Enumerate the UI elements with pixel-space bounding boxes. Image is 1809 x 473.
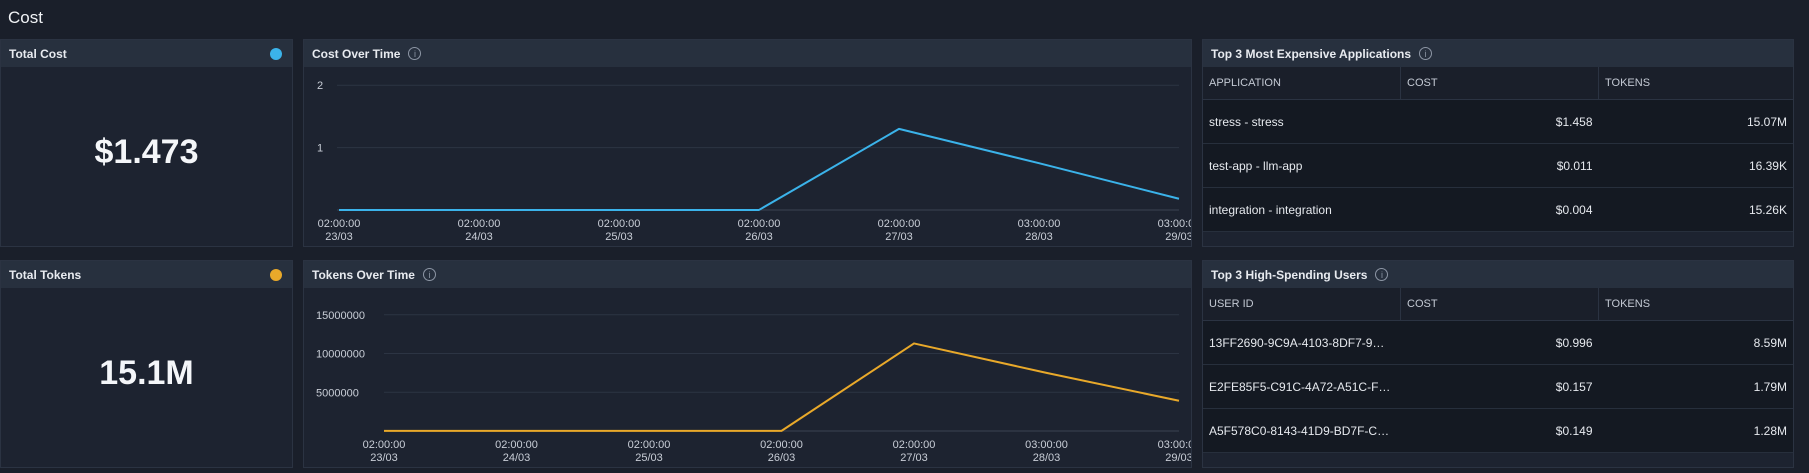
total-cost-title: Total Cost: [9, 46, 67, 61]
top-apps-title: Top 3 Most Expensive Applications: [1211, 46, 1412, 61]
x-tick-label: 02:00:00: [458, 218, 501, 230]
tokens-over-time-title: Tokens Over Time: [312, 267, 415, 282]
x-tick-label: 02:00:00: [628, 439, 671, 451]
x-tick-label: 27/03: [900, 452, 928, 464]
page-title: Cost: [8, 8, 43, 27]
x-tick-label: 03:00:00: [1025, 439, 1068, 451]
column-header-user-id[interactable]: USER ID: [1203, 288, 1401, 321]
x-tick-label: 23/03: [325, 231, 353, 243]
top-apps-table: APPLICATION COST TOKENS stress - stress …: [1203, 67, 1793, 232]
cost-legend-dot-icon: [270, 47, 282, 60]
table-row[interactable]: test-app - llm-app $0.011 16.39K: [1203, 143, 1793, 188]
user-tokens-cell: 8.59M: [1598, 320, 1793, 365]
user-id-cell: A5F578C0-8143-41D9-BD7F-C…: [1203, 408, 1401, 453]
x-tick-label: 03:00:00: [1018, 218, 1061, 230]
cost-over-time-panel: Cost Over Time i 1 2 02:00:00 23/03 02:00:00…: [303, 39, 1192, 247]
x-tick-label: 28/03: [1025, 231, 1053, 243]
top-users-title: Top 3 High-Spending Users: [1211, 267, 1368, 282]
user-cost-cell: $0.996: [1400, 320, 1599, 365]
top-users-table: USER ID COST TOKENS 13FF2690-9C9A-4103-8…: [1203, 288, 1793, 453]
table-row[interactable]: integration - integration $0.004 15.26K: [1203, 187, 1793, 232]
total-tokens-panel: Total Tokens 15.1M: [0, 260, 293, 468]
total-cost-value: $1.473: [94, 133, 199, 171]
y-tick-label: 2: [317, 80, 323, 92]
user-cost-cell: $0.157: [1400, 364, 1599, 409]
app-tokens-cell: 15.26K: [1598, 187, 1793, 232]
series-line: [384, 342, 1180, 432]
x-tick-label: 03:00:00: [1158, 439, 1191, 451]
y-tick-label: 5000000: [316, 387, 359, 399]
user-cost-cell: $0.149: [1400, 408, 1599, 453]
x-tick-label: 24/03: [465, 231, 493, 243]
x-tick-label: 25/03: [635, 452, 663, 464]
column-header-cost[interactable]: COST: [1400, 67, 1599, 100]
app-tokens-cell: 15.07M: [1598, 99, 1793, 144]
tokens-over-time-chart: 5000000100000001500000002:00:0023/0302:0…: [316, 310, 1191, 464]
column-header-application[interactable]: APPLICATION: [1203, 67, 1401, 100]
series-line: [339, 127, 1180, 211]
x-tick-label: 26/03: [745, 231, 773, 243]
x-tick-label: 29/03: [1165, 231, 1191, 243]
app-cost-cell: $1.458: [1400, 99, 1599, 144]
x-tick-label: 26/03: [768, 452, 796, 464]
column-header-tokens[interactable]: TOKENS: [1598, 288, 1793, 321]
info-icon[interactable]: i: [408, 47, 422, 60]
user-tokens-cell: 1.79M: [1598, 364, 1793, 409]
x-tick-label: 27/03: [885, 231, 913, 243]
app-tokens-cell: 16.39K: [1598, 143, 1793, 188]
app-cost-cell: $0.011: [1400, 143, 1599, 188]
column-header-tokens[interactable]: TOKENS: [1598, 67, 1793, 100]
column-header-cost[interactable]: COST: [1400, 288, 1599, 321]
y-tick-label: 15000000: [316, 310, 365, 322]
x-tick-label: 03:00:00: [1158, 218, 1191, 230]
table-row[interactable]: stress - stress $1.458 15.07M: [1203, 99, 1793, 144]
x-tick-label: 02:00:00: [318, 218, 361, 230]
x-tick-label: 02:00:00: [738, 218, 781, 230]
info-icon[interactable]: i: [1375, 268, 1389, 281]
user-id-cell: E2FE85F5-C91C-4A72-A51C-F…: [1203, 364, 1401, 409]
user-tokens-cell: 1.28M: [1598, 408, 1793, 453]
top-users-panel: Top 3 High-Spending Users i USER ID COST…: [1202, 260, 1794, 468]
tokens-over-time-panel: Tokens Over Time i 5000000 10000000 150000…: [303, 260, 1192, 468]
user-id-cell: 13FF2690-9C9A-4103-8DF7-9…: [1203, 320, 1401, 365]
x-tick-label: 02:00:00: [760, 439, 803, 451]
x-tick-label: 29/03: [1165, 452, 1191, 464]
app-name-cell: integration - integration: [1203, 187, 1401, 232]
top-apps-panel: Top 3 Most Expensive Applications i APPL…: [1202, 39, 1794, 247]
x-tick-label: 02:00:00: [363, 439, 406, 451]
tokens-legend-dot-icon: [270, 268, 282, 281]
table-row[interactable]: E2FE85F5-C91C-4A72-A51C-F… $0.157 1.79M: [1203, 364, 1793, 409]
x-tick-label: 02:00:00: [878, 218, 921, 230]
x-tick-label: 02:00:00: [495, 439, 538, 451]
app-cost-cell: $0.004: [1400, 187, 1599, 232]
x-tick-label: 02:00:00: [893, 439, 936, 451]
cost-over-time-chart: 1202:00:0023/0302:00:0024/0302:00:0025/0…: [317, 80, 1191, 243]
y-tick-label: 10000000: [316, 349, 365, 361]
x-tick-label: 24/03: [503, 452, 531, 464]
x-tick-label: 25/03: [605, 231, 633, 243]
info-icon[interactable]: i: [422, 268, 436, 281]
total-cost-panel: Total Cost $1.473: [0, 39, 293, 247]
table-row[interactable]: 13FF2690-9C9A-4103-8DF7-9… $0.996 8.59M: [1203, 320, 1793, 365]
cost-over-time-title: Cost Over Time: [312, 46, 401, 61]
total-tokens-title: Total Tokens: [9, 267, 82, 282]
x-tick-label: 23/03: [370, 452, 398, 464]
total-tokens-value: 15.1M: [99, 354, 194, 392]
app-name-cell: stress - stress: [1203, 99, 1401, 144]
app-name-cell: test-app - llm-app: [1203, 143, 1401, 188]
info-icon[interactable]: i: [1419, 47, 1433, 60]
y-tick-label: 1: [317, 143, 323, 155]
x-tick-label: 28/03: [1033, 452, 1061, 464]
x-tick-label: 02:00:00: [598, 218, 641, 230]
table-row[interactable]: A5F578C0-8143-41D9-BD7F-C… $0.149 1.28M: [1203, 408, 1793, 453]
